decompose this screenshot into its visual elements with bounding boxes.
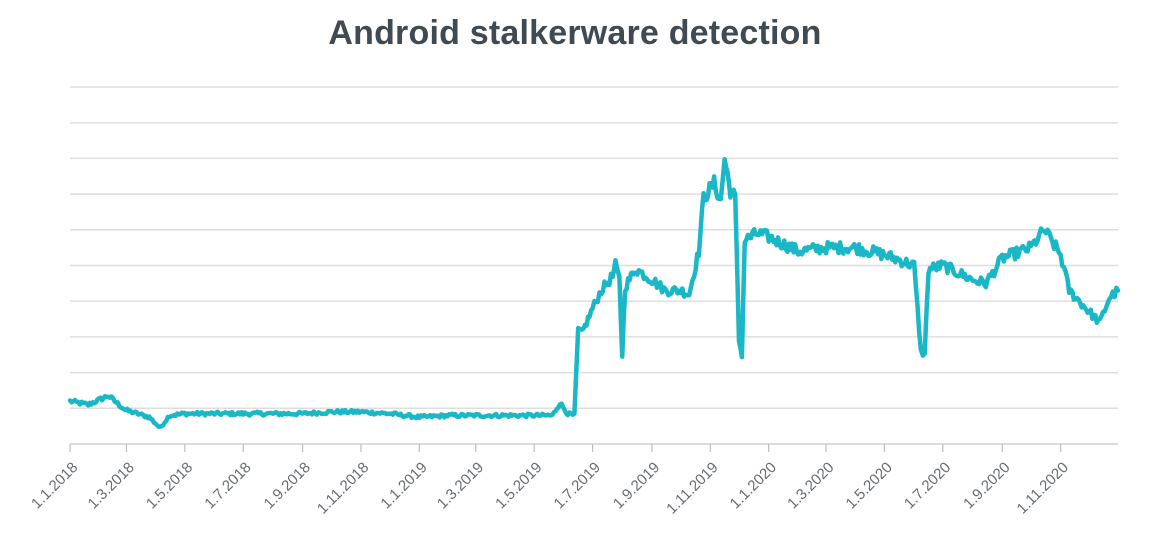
x-tick-label: 1.7.2020 bbox=[901, 459, 954, 512]
x-tick-label: 1.9.2019 bbox=[610, 459, 663, 512]
x-tick-label: 1.7.2019 bbox=[551, 459, 604, 512]
x-tick-label: 1.5.2019 bbox=[492, 459, 545, 512]
x-tick-label: 1.1.2020 bbox=[727, 459, 780, 512]
x-tick-label: 1.5.2018 bbox=[143, 459, 196, 512]
x-tick-label: 1.1.2019 bbox=[377, 459, 430, 512]
gridlines bbox=[70, 86, 1118, 410]
x-tick-label: 1.9.2020 bbox=[960, 459, 1013, 512]
x-axis-ticks: 1.1.2018 1.3.2018 1.5.2018 1.7.2018 1.9.2018… bbox=[28, 444, 1072, 517]
x-tick-label: 1.7.2018 bbox=[201, 459, 254, 512]
x-tick-label: 1.3.2019 bbox=[434, 459, 487, 512]
x-tick-label: 1.3.2018 bbox=[85, 459, 138, 512]
x-tick-label: 1.1.2018 bbox=[28, 459, 81, 512]
x-tick-label: 1.5.2020 bbox=[843, 459, 896, 512]
x-tick-label: 1.11.2018 bbox=[314, 459, 372, 517]
series-line bbox=[67, 156, 1121, 429]
chart-title: Android stalkerware detection bbox=[328, 14, 822, 52]
x-tick-label: 1.11.2020 bbox=[1014, 459, 1072, 517]
x-tick-label: 1.3.2020 bbox=[784, 459, 837, 512]
series bbox=[67, 156, 1121, 429]
x-tick-label: 1.11.2019 bbox=[663, 459, 721, 517]
x-tick-label: 1.9.2018 bbox=[261, 459, 314, 512]
